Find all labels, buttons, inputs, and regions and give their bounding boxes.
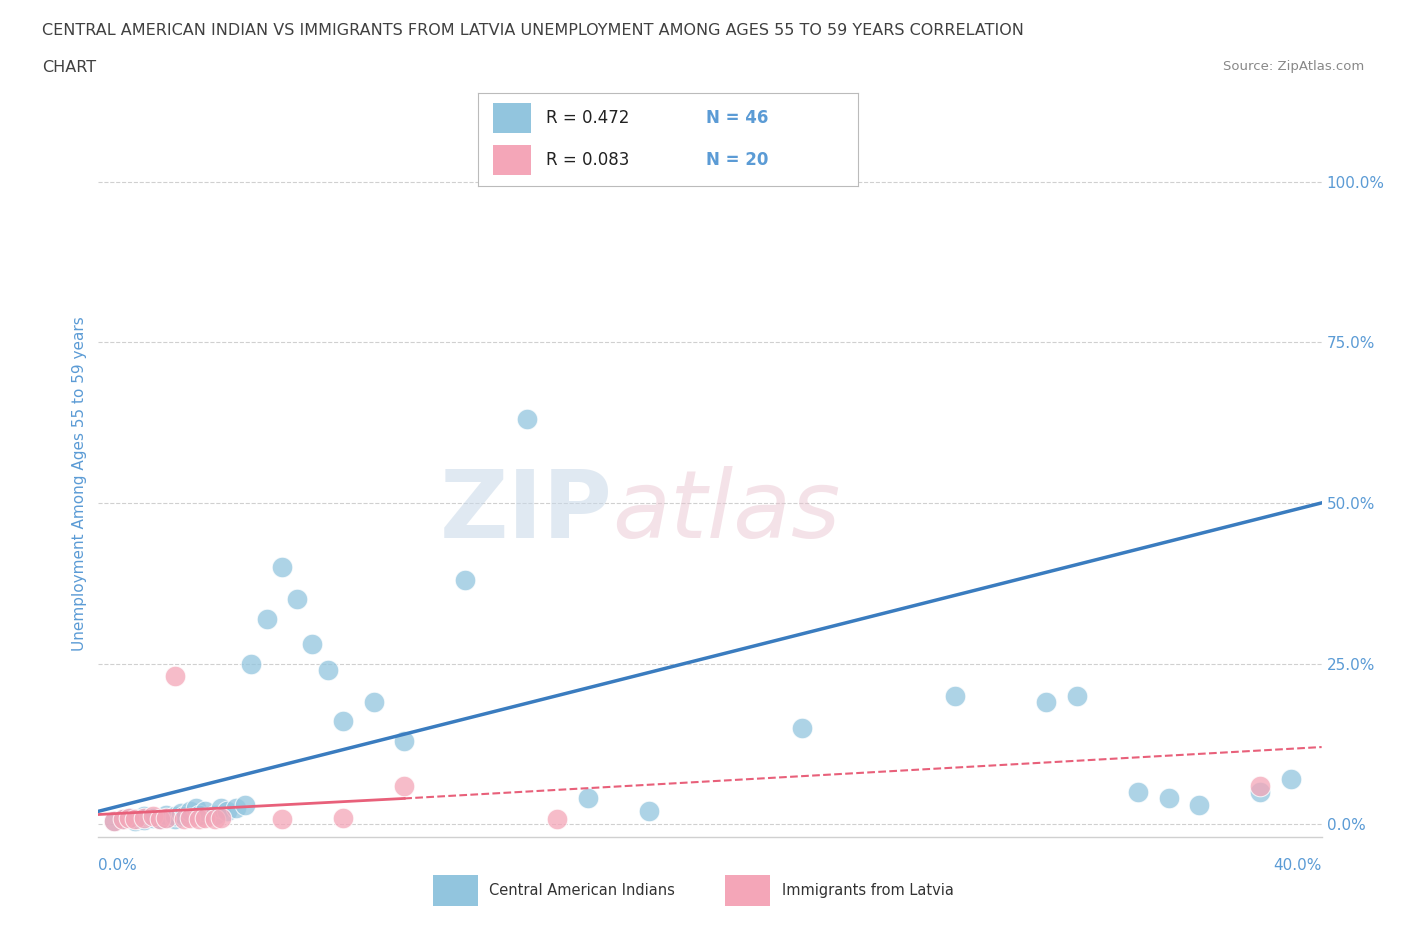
Point (149, 812, 172, 827)
FancyBboxPatch shape (494, 145, 531, 175)
Text: ZIP: ZIP (439, 466, 612, 558)
Point (1249, 778, 1271, 793)
Point (173, 809, 195, 824)
Point (155, 810, 177, 825)
Point (111, 812, 134, 827)
FancyBboxPatch shape (494, 103, 531, 133)
FancyBboxPatch shape (433, 875, 478, 906)
Text: 40.0%: 40.0% (1274, 857, 1322, 872)
Point (215, 804, 238, 818)
Point (546, 812, 568, 827)
Point (179, 804, 201, 818)
Point (204, 807, 226, 822)
Point (209, 801, 232, 816)
Point (194, 810, 217, 825)
Text: R = 0.083: R = 0.083 (547, 151, 630, 169)
Point (155, 810, 177, 825)
Point (103, 814, 125, 829)
Point (118, 810, 141, 825)
Point (285, 591, 308, 606)
Point (576, 791, 599, 806)
Point (233, 797, 256, 812)
Point (1128, 785, 1150, 800)
Point (124, 814, 146, 829)
Point (363, 695, 385, 710)
Point (1035, 695, 1057, 710)
Text: R = 0.472: R = 0.472 (547, 109, 630, 127)
FancyBboxPatch shape (725, 875, 770, 906)
Point (316, 662, 339, 677)
Point (170, 805, 193, 820)
Y-axis label: Unemployment Among Ages 55 to 59 years: Unemployment Among Ages 55 to 59 years (72, 316, 87, 651)
Point (1249, 785, 1271, 800)
Point (1066, 688, 1088, 703)
Point (134, 810, 156, 825)
Point (134, 813, 156, 828)
Point (163, 809, 186, 824)
Point (332, 714, 354, 729)
Text: Source: ZipAtlas.com: Source: ZipAtlas.com (1223, 60, 1364, 73)
Text: Central American Indians: Central American Indians (489, 883, 675, 898)
Point (149, 812, 172, 827)
Text: Immigrants from Latvia: Immigrants from Latvia (782, 883, 953, 898)
Point (332, 810, 354, 825)
Point (173, 812, 195, 827)
Point (209, 810, 232, 825)
Text: atlas: atlas (612, 466, 841, 557)
Point (118, 810, 141, 825)
Point (270, 560, 292, 575)
Point (240, 656, 263, 671)
Point (194, 804, 217, 818)
Point (134, 809, 156, 824)
Text: CENTRAL AMERICAN INDIAN VS IMMIGRANTS FROM LATVIA UNEMPLOYMENT AMONG AGES 55 TO : CENTRAL AMERICAN INDIAN VS IMMIGRANTS FR… (42, 23, 1024, 38)
Point (188, 812, 211, 827)
Text: N = 46: N = 46 (706, 109, 768, 127)
Point (790, 721, 813, 736)
Point (301, 637, 323, 652)
Point (270, 812, 292, 827)
Point (188, 807, 211, 822)
Text: N = 20: N = 20 (706, 151, 768, 169)
Point (454, 573, 477, 588)
Point (155, 807, 177, 822)
Point (124, 812, 146, 827)
Point (392, 778, 416, 793)
Text: CHART: CHART (42, 60, 96, 75)
Point (142, 810, 165, 825)
Point (1279, 772, 1302, 787)
Point (392, 733, 416, 748)
Point (637, 804, 661, 818)
Point (103, 814, 125, 829)
Point (142, 809, 165, 824)
Point (943, 688, 966, 703)
Point (163, 812, 186, 827)
Point (111, 812, 134, 827)
Point (516, 412, 538, 427)
Point (179, 810, 201, 825)
Point (256, 611, 278, 626)
Point (163, 669, 186, 684)
Point (1157, 791, 1180, 806)
Point (186, 801, 208, 816)
Point (1188, 797, 1211, 812)
Text: 0.0%: 0.0% (98, 857, 138, 872)
Point (204, 812, 226, 827)
Point (127, 812, 149, 827)
Point (225, 801, 247, 816)
